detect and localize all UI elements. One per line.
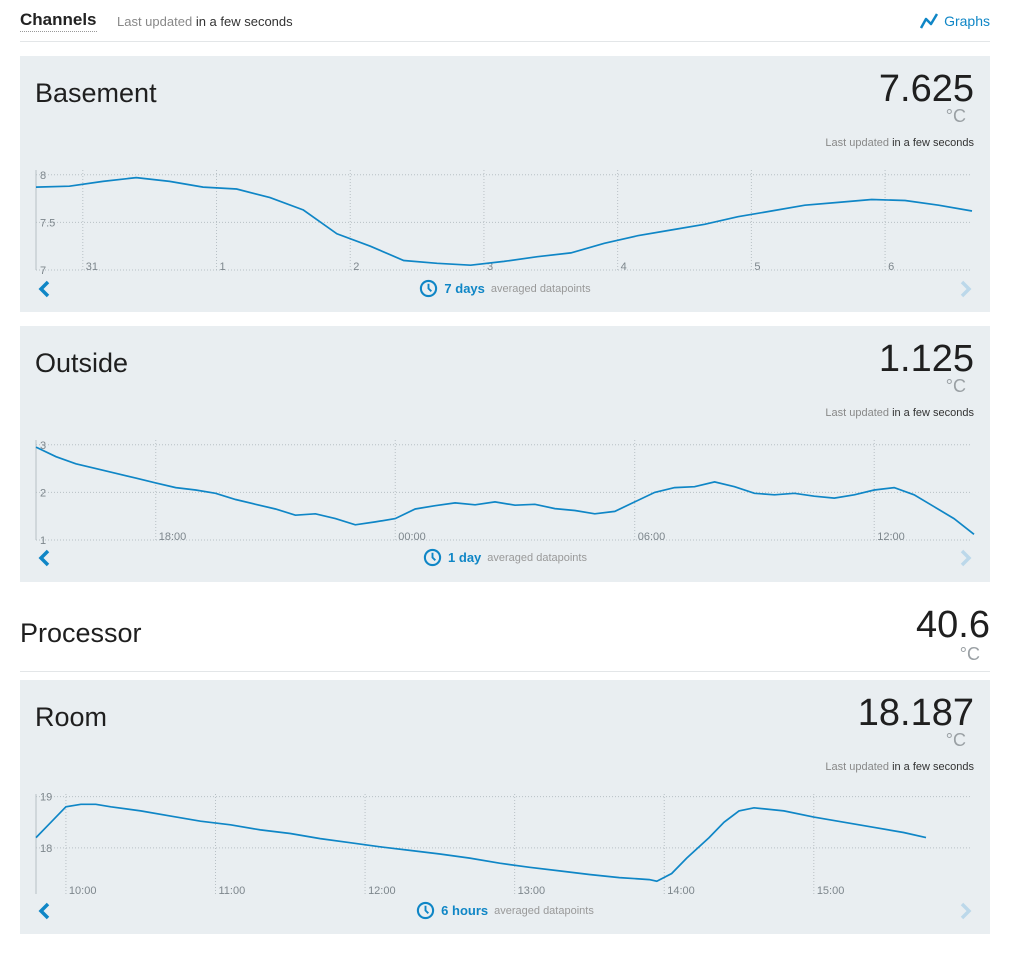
x-tick-label: 13:00 (518, 885, 546, 897)
channel-last-updated: Last updated in a few seconds (825, 137, 974, 149)
outside-line-chart: 3 2 1 18:00 00:00 06:00 12:00 (35, 440, 975, 546)
header-last-updated: Last updated in a few seconds (117, 14, 293, 29)
x-tick-label: 3 (487, 261, 493, 273)
series-line (35, 446, 975, 535)
room-line-chart: 19 18 10:00 11:00 12:00 13:00 14:00 15:00 (35, 792, 970, 897)
channel-name: Outside (35, 348, 129, 378)
chevron-left-icon[interactable] (37, 902, 51, 920)
last-updated-label: Last updated (825, 137, 889, 149)
last-updated-time: in a few seconds (892, 407, 974, 419)
x-tick-label: 18:00 (159, 531, 187, 543)
channel-card-processor: Processor 40.6 °C (20, 600, 990, 672)
x-tick-label: 1 (220, 261, 226, 273)
channel-name: Room (35, 702, 108, 732)
channel-unit: °C (945, 730, 966, 750)
y-tick-label: 1 (40, 535, 46, 546)
y-tick-label: 7.5 (40, 217, 55, 229)
clock-icon (420, 279, 438, 298)
channel-value: 7.625 (878, 68, 974, 110)
y-tick-label: 18 (40, 843, 52, 855)
graph-icon (920, 13, 939, 29)
clock-icon (417, 901, 435, 920)
last-updated-label: Last updated (825, 761, 889, 773)
range-suffix: averaged datapoints (490, 282, 591, 295)
y-tick-label: 7 (40, 265, 46, 276)
range-selector[interactable]: 7 days averaged datapoints (20, 279, 990, 298)
y-tick-label: 19 (40, 792, 52, 804)
x-tick-label: 06:00 (638, 531, 666, 543)
channels-header: Channels Last updated in a few seconds G… (20, 0, 990, 42)
range-label: 7 days (444, 281, 485, 296)
channel-unit: °C (945, 376, 966, 396)
channel-value: 1.125 (878, 338, 974, 380)
x-tick-label: 2 (353, 261, 359, 273)
clock-icon (423, 548, 442, 567)
chevron-left-icon[interactable] (37, 280, 51, 298)
range-selector[interactable]: 6 hours averaged datapoints (20, 901, 990, 920)
y-tick-label: 2 (40, 487, 46, 499)
channel-name: Basement (35, 78, 157, 108)
header-updated-time: in a few seconds (195, 14, 293, 29)
x-tick-label: 11:00 (218, 885, 245, 897)
x-tick-label: 10:00 (69, 885, 97, 897)
range-suffix: averaged datapoints (487, 551, 587, 564)
channel-unit: °C (959, 644, 980, 664)
page-title[interactable]: Channels (20, 10, 97, 32)
x-tick-label: 12:00 (368, 885, 396, 897)
x-tick-label: 31 (86, 261, 98, 273)
channel-value: 18.187 (857, 692, 974, 734)
x-tick-label: 14:00 (667, 885, 695, 897)
chevron-left-icon[interactable] (37, 549, 51, 567)
last-updated-time: in a few seconds (892, 137, 974, 149)
chevron-right-icon[interactable] (959, 902, 973, 920)
basement-line-chart: 8 7.5 7 31 1 2 3 4 5 6 (35, 170, 973, 276)
channel-value: 40.6 (916, 604, 990, 646)
chevron-right-icon[interactable] (959, 280, 973, 298)
range-selector[interactable]: 1 day averaged datapoints (20, 548, 990, 567)
x-tick-label: 12:00 (877, 531, 905, 543)
channel-card-room: Room 18.187 °C Last updated in a few sec… (20, 680, 990, 934)
channel-last-updated: Last updated in a few seconds (825, 761, 974, 773)
chevron-right-icon[interactable] (959, 549, 973, 567)
y-tick-label: 3 (40, 440, 46, 452)
series-line (35, 176, 973, 267)
range-label: 1 day (448, 550, 482, 565)
header-updated-label: Last updated (117, 14, 193, 29)
channel-name: Processor (20, 618, 142, 648)
channel-last-updated: Last updated in a few seconds (825, 407, 974, 419)
x-tick-label: 15:00 (817, 885, 845, 897)
channel-card-outside: Outside 1.125 °C Last updated in a few s… (20, 326, 990, 582)
last-updated-time: in a few seconds (892, 761, 974, 773)
channel-card-basement: Basement 7.625 °C Last updated in a few … (20, 56, 990, 312)
y-tick-label: 8 (40, 170, 46, 182)
x-tick-label: 4 (621, 261, 627, 273)
last-updated-label: Last updated (825, 407, 889, 419)
range-suffix: averaged datapoints (494, 904, 594, 917)
graphs-link[interactable]: Graphs (920, 13, 990, 29)
graphs-label: Graphs (944, 13, 990, 29)
x-tick-label: 00:00 (398, 531, 426, 543)
range-label: 6 hours (441, 903, 489, 918)
x-tick-label: 6 (888, 261, 894, 273)
series-line (35, 803, 927, 883)
x-tick-label: 5 (754, 261, 760, 273)
channel-unit: °C (945, 106, 966, 126)
